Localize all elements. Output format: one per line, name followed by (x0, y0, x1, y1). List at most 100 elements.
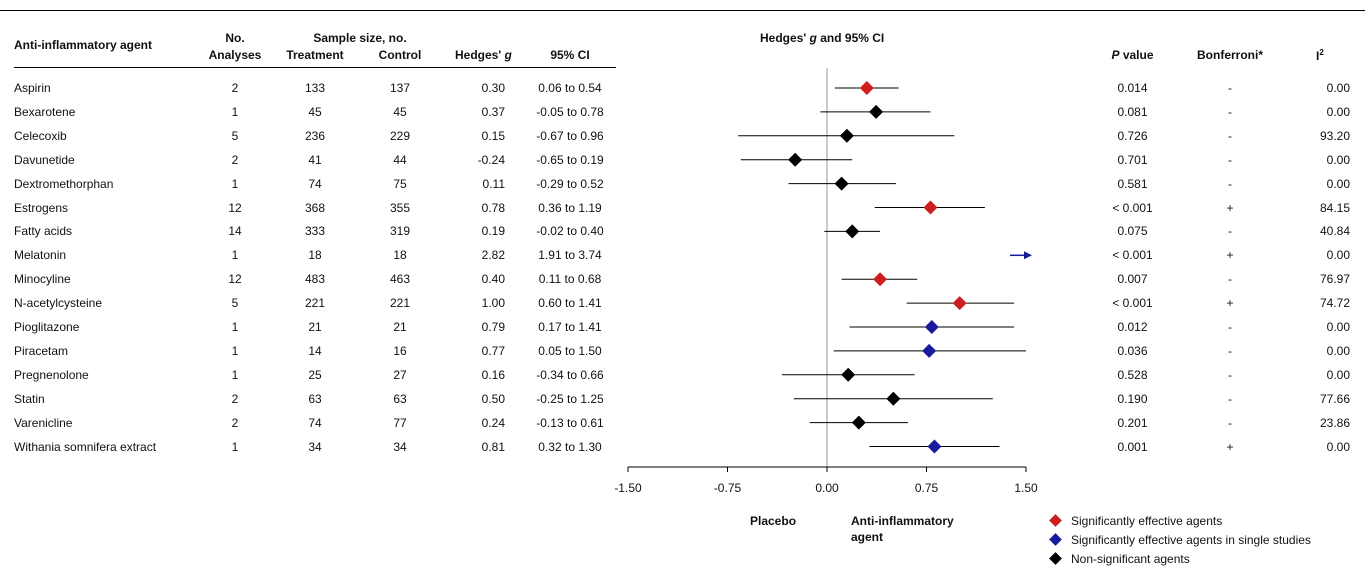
cell-hedges-g: 2.82 (481, 248, 505, 263)
cell-analyses: 2 (231, 152, 239, 167)
header-sample-size: Sample size, no. (313, 31, 407, 45)
legend-label: Significantly effective agents in single… (1071, 533, 1311, 547)
cell-bonferroni: - (1228, 367, 1232, 382)
x-tick-label: 0.75 (915, 481, 939, 495)
cell-treatment: 133 (304, 81, 326, 95)
header-control: Control (378, 48, 422, 62)
effect-point (859, 81, 874, 95)
cell-i2: 23.86 (1319, 415, 1350, 430)
header-bonferroni: Bonferroni* (1197, 48, 1263, 62)
cell-treatment: 34 (308, 439, 322, 454)
cell-hedges-g: 0.37 (481, 104, 505, 119)
cell-hedges-g: 0.16 (481, 367, 505, 382)
cell-p-value: < 0.001 (1112, 248, 1153, 263)
cell-ci: 0.17 to 1.41 (538, 320, 602, 334)
cell-treatment: 74 (308, 415, 322, 430)
cell-bonferroni: - (1228, 128, 1232, 143)
effect-point (873, 272, 888, 287)
cell-analyses: 12 (228, 272, 242, 287)
cell-bonferroni: - (1228, 320, 1232, 334)
cell-ci: 0.32 to 1.30 (538, 439, 602, 454)
cell-agent: Celecoxib (14, 128, 67, 143)
cell-agent: Varenicline (14, 415, 73, 430)
cell-i2: 74.72 (1319, 296, 1350, 311)
cell-i2: 76.97 (1319, 272, 1350, 287)
cell-p-value: < 0.001 (1112, 296, 1153, 311)
cell-i2: 40.84 (1319, 224, 1350, 239)
cell-p-value: 0.190 (1117, 391, 1148, 406)
header-i2-sup: 2 (1319, 48, 1324, 57)
header-i2-base: I (1316, 49, 1320, 63)
cell-control: 75 (393, 176, 407, 191)
cell-treatment: 18 (308, 248, 322, 263)
cell-ci: -0.13 to 0.61 (536, 415, 604, 430)
off-scale-arrow (1024, 251, 1032, 260)
effect-point (922, 343, 937, 358)
effect-point (839, 128, 854, 143)
cell-treatment: 63 (308, 391, 322, 406)
cell-bonferroni: + (1226, 200, 1234, 215)
cell-i2: 0.00 (1326, 152, 1350, 167)
cell-control: 44 (393, 152, 407, 167)
effect-point (886, 391, 901, 406)
cell-p-value: 0.726 (1117, 128, 1148, 143)
cell-ci: -0.65 to 0.19 (536, 152, 604, 167)
cell-p-value: 0.001 (1117, 439, 1148, 454)
cell-control: 229 (389, 128, 411, 143)
header-forest-suffix: and 95% CI (820, 31, 885, 45)
header-hedges-prefix: Hedges' (455, 48, 502, 62)
cell-bonferroni: - (1228, 81, 1232, 95)
cell-bonferroni: - (1228, 391, 1232, 406)
cell-bonferroni: - (1228, 176, 1232, 191)
cell-hedges-g: 0.50 (481, 391, 505, 406)
cell-analyses: 2 (231, 81, 239, 95)
cell-analyses: 1 (231, 176, 239, 191)
cell-analyses: 1 (231, 439, 239, 454)
cell-treatment: 41 (308, 152, 322, 167)
cell-bonferroni: + (1226, 248, 1234, 263)
cell-treatment: 21 (308, 320, 322, 334)
axis-label-agent-line2: agent (851, 530, 884, 544)
header-underline (14, 67, 616, 68)
cell-treatment: 25 (308, 367, 322, 382)
header-p-value: P value (1095, 48, 1170, 62)
cell-ci: -0.67 to 0.96 (536, 128, 604, 143)
cell-agent: Statin (14, 391, 45, 406)
effect-point (927, 439, 942, 454)
cell-p-value: 0.075 (1117, 224, 1148, 239)
cell-hedges-g: -0.24 (477, 152, 505, 167)
cell-hedges-g: 0.19 (481, 224, 505, 239)
cell-hedges-g: 0.30 (481, 81, 505, 95)
effect-point (952, 296, 967, 311)
cell-i2: 93.20 (1319, 128, 1350, 143)
cell-agent: Pregnenolone (14, 367, 89, 382)
cell-i2: 0.00 (1326, 248, 1350, 263)
cell-ci: 0.11 to 0.68 (538, 272, 602, 287)
cell-hedges-g: 0.77 (481, 343, 505, 358)
cell-ci: 0.60 to 1.41 (538, 296, 602, 311)
cell-i2: 0.00 (1326, 81, 1350, 95)
legend-label: Non-significant agents (1071, 552, 1190, 566)
cell-ci: 0.05 to 1.50 (538, 343, 602, 358)
cell-control: 34 (393, 439, 407, 454)
effect-point (834, 176, 849, 191)
cell-hedges-g: 0.24 (481, 415, 505, 430)
cell-agent: Fatty acids (14, 224, 73, 239)
cell-p-value: 0.007 (1117, 272, 1148, 287)
cell-bonferroni: - (1228, 152, 1232, 167)
effect-point (841, 367, 856, 382)
cell-ci: -0.05 to 0.78 (536, 104, 604, 119)
cell-ci: 0.36 to 1.19 (538, 200, 602, 215)
effect-point (851, 415, 866, 430)
cell-i2: 0.00 (1326, 176, 1350, 191)
cell-treatment: 483 (304, 272, 326, 287)
cell-i2: 0.00 (1326, 439, 1350, 454)
cell-agent: Pioglitazone (14, 320, 80, 334)
cell-bonferroni: - (1228, 272, 1232, 287)
cell-hedges-g: 0.78 (481, 200, 505, 215)
header-forest-prefix: Hedges' (760, 31, 807, 45)
cell-i2: 0.00 (1326, 104, 1350, 119)
cell-agent: Minocyline (14, 272, 71, 287)
x-tick-label: 1.50 (1014, 481, 1038, 495)
cell-p-value: 0.581 (1117, 176, 1148, 191)
